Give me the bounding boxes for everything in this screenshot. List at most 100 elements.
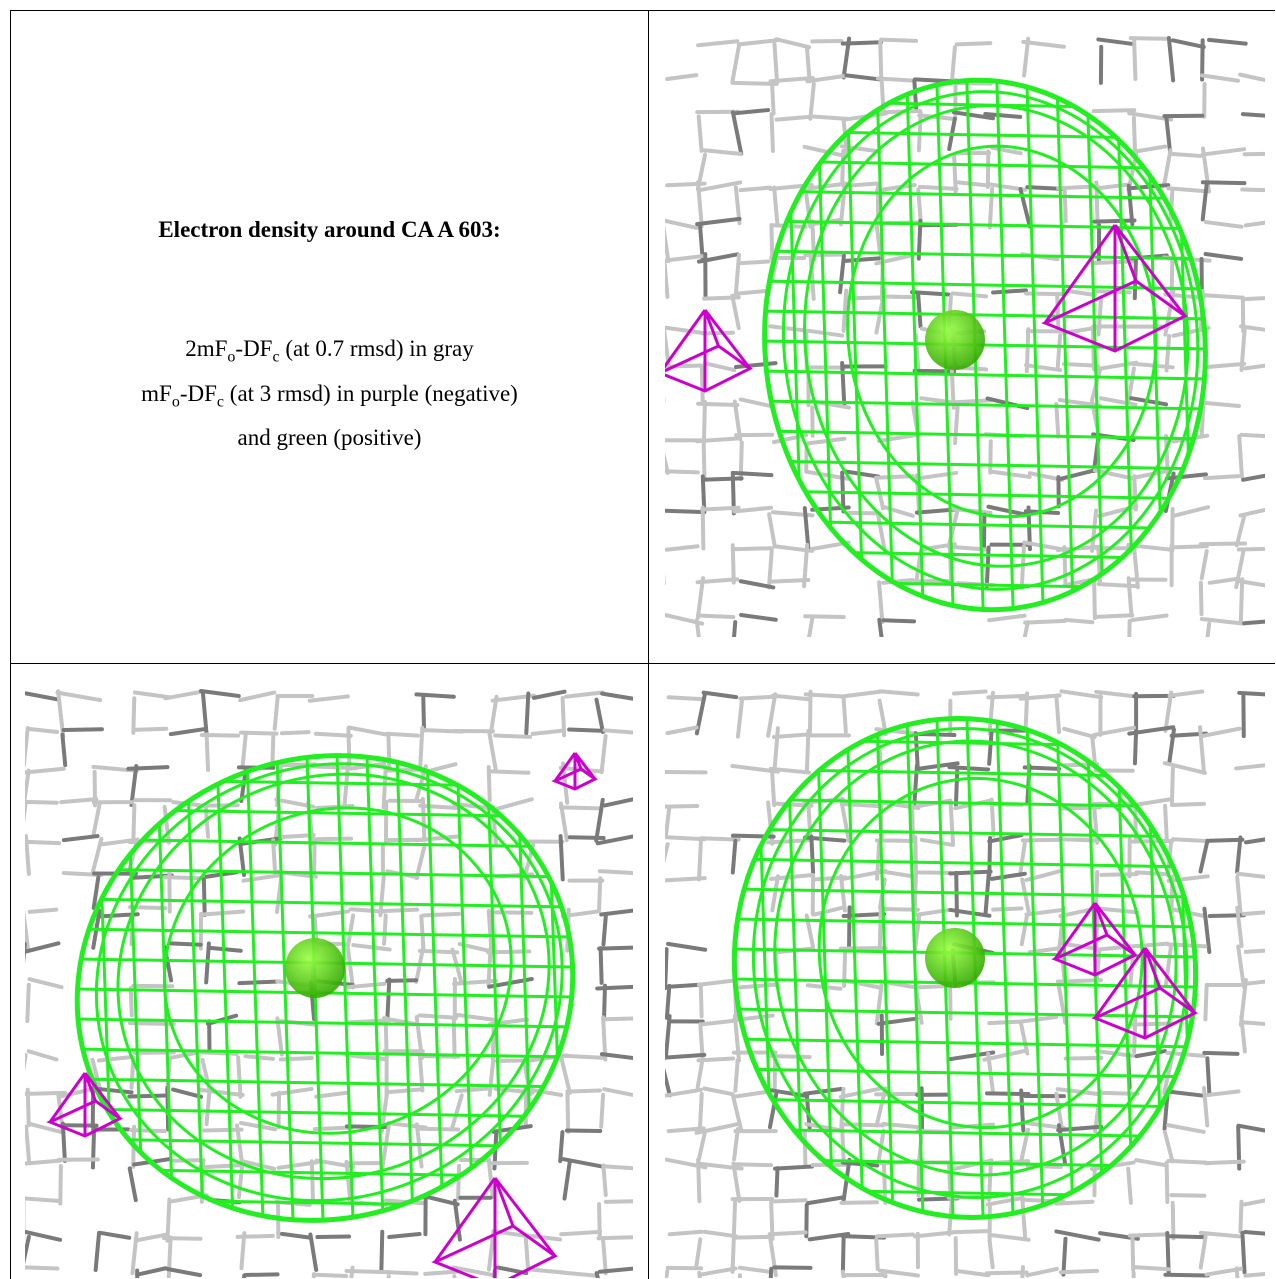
mesh-edge (1162, 1129, 1175, 1164)
legend-text: 2mF (185, 336, 228, 361)
mesh-edge (414, 834, 462, 843)
mesh-edge (1055, 293, 1061, 332)
mesh-edge (1143, 947, 1197, 1014)
mesh-edge (558, 834, 565, 882)
mesh-edge (665, 259, 670, 299)
mesh-edge (602, 1087, 633, 1098)
mesh-edge (1240, 1020, 1265, 1026)
mesh-edge (130, 1231, 139, 1276)
mesh-edge (696, 978, 736, 987)
mesh-edge (731, 1234, 774, 1240)
mesh-edge (987, 833, 1024, 844)
mesh-edge (987, 690, 995, 736)
mesh-edge (562, 1160, 572, 1201)
legend-text: (at 0.7 rmsd) in gray (279, 336, 474, 361)
mesh-edge (913, 835, 918, 877)
mesh-edge (419, 914, 426, 951)
mesh-edge (698, 1266, 738, 1277)
mesh-edge (993, 681, 1017, 1255)
mesh-edge (238, 690, 277, 703)
mesh-edge (1062, 726, 1097, 739)
mesh-edge (1132, 729, 1139, 766)
mesh-edge (770, 80, 776, 116)
mesh-edge (487, 1160, 495, 1199)
mesh-edge (873, 681, 897, 1255)
mesh-edge (1054, 401, 1061, 439)
mesh-edge (742, 128, 1228, 142)
mesh-edge (25, 1136, 633, 1150)
mesh-edge (1020, 1193, 1028, 1239)
mesh-edge (877, 1268, 920, 1278)
mesh-edge (1166, 186, 1211, 194)
mesh-edge (348, 907, 386, 914)
mesh-edge (1198, 838, 1210, 874)
mesh-edge (913, 870, 952, 875)
mesh-edge (840, 1236, 846, 1272)
mesh-edge (1023, 618, 1068, 625)
mesh-edge (60, 732, 68, 768)
mesh-edge (602, 983, 607, 1019)
mesh-edge (665, 1052, 707, 1060)
mesh-edge (83, 1072, 97, 1102)
mesh-edge (1022, 620, 1030, 637)
mesh-edge (1053, 902, 1097, 960)
mesh-edge (381, 764, 388, 810)
mesh-edge (665, 253, 707, 263)
mesh-edge (454, 1086, 493, 1094)
mesh-edge (418, 803, 460, 811)
mesh-edge (1239, 1014, 1247, 1054)
mesh-edge (27, 727, 60, 735)
mesh-edge (278, 1056, 314, 1062)
mesh-edge (948, 907, 992, 918)
mesh-edge (567, 727, 607, 733)
mesh-edge (917, 184, 959, 191)
mesh-edge (665, 309, 707, 369)
mesh-edge (734, 1089, 772, 1099)
mesh-edge (55, 690, 103, 703)
mesh-edge (987, 613, 1027, 623)
mesh-edge (201, 877, 207, 918)
mesh-edge (1018, 1019, 1030, 1056)
mesh-edge (1131, 1021, 1175, 1027)
mesh-edge (739, 259, 771, 266)
mesh-edge (665, 218, 699, 230)
mesh-edge (132, 690, 173, 700)
mesh-edge (736, 38, 779, 47)
mesh-edge (987, 730, 994, 766)
mesh-edge (1127, 111, 1174, 122)
mesh-edge (665, 1269, 670, 1278)
mesh-edge (1203, 220, 1244, 229)
mesh-edge (667, 1229, 704, 1237)
mesh-edge (698, 836, 741, 842)
mesh-edge (344, 1053, 387, 1062)
mesh-edge (456, 1163, 462, 1201)
mesh-edge (1043, 224, 1117, 324)
mesh-edge (1200, 147, 1247, 157)
mesh-edge (488, 910, 534, 915)
mesh-shell (751, 727, 1189, 1199)
mesh-edge (665, 983, 672, 1020)
atom-sphere (285, 938, 345, 998)
mesh-edge (1205, 1089, 1241, 1098)
mesh-edge (1167, 727, 1176, 766)
mesh-edge (731, 546, 774, 552)
mesh-edge (168, 727, 206, 737)
mesh-edge (1202, 1050, 1240, 1056)
mesh-edge (531, 689, 567, 700)
mesh-edge (738, 579, 776, 590)
mesh-edge (451, 1265, 497, 1278)
mesh-shell (846, 144, 1158, 519)
atom-sphere (925, 310, 985, 370)
mesh-edge (702, 148, 743, 156)
mesh-edge (351, 943, 392, 952)
mesh-edge (493, 733, 533, 739)
mesh-edge (838, 946, 888, 951)
mesh-edge (452, 978, 498, 986)
mesh-edge (953, 768, 960, 807)
mesh-shell (762, 77, 1208, 613)
mesh-edge (700, 505, 706, 551)
mesh-edge (25, 716, 633, 730)
mesh-edge (128, 986, 134, 1018)
mesh-edge (25, 1229, 63, 1242)
mesh-edge (386, 1274, 391, 1278)
